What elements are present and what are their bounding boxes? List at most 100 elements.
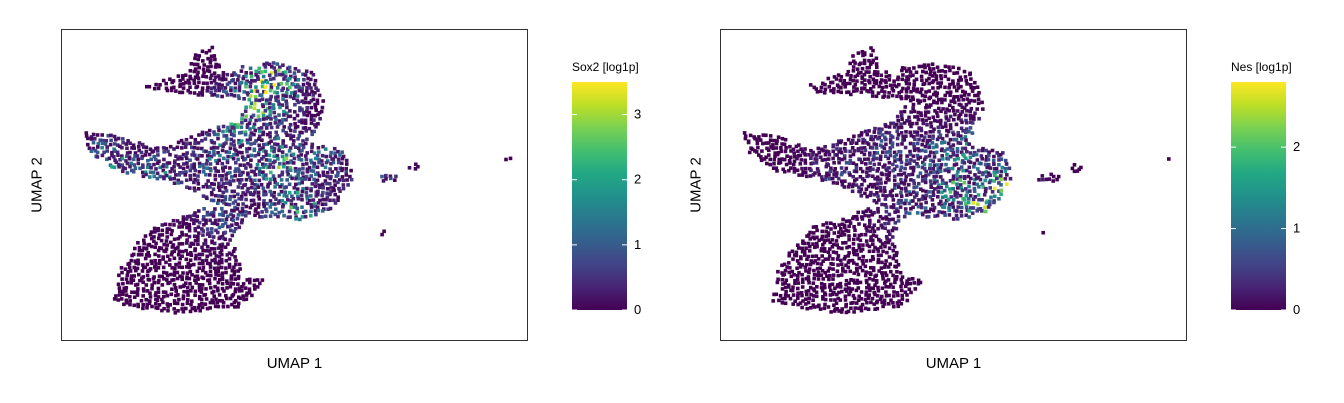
cell-point <box>792 155 797 159</box>
cell-point <box>858 265 863 270</box>
cell-point <box>870 94 875 98</box>
cell-point <box>205 245 210 249</box>
cell-point <box>864 293 868 297</box>
cell-point <box>164 247 169 251</box>
cell-point <box>833 298 837 302</box>
cell-point <box>764 133 768 138</box>
cell-point <box>190 166 194 170</box>
cell-point <box>924 193 929 198</box>
cell-point <box>320 159 324 163</box>
cell-point <box>796 286 800 291</box>
cell-point <box>877 198 881 202</box>
cell-point <box>288 114 293 119</box>
cell-point <box>185 161 189 165</box>
cell-point <box>964 156 968 161</box>
cell-point <box>213 177 218 182</box>
cell-point <box>827 85 832 89</box>
cell-point <box>892 294 896 298</box>
cell-point <box>196 76 201 81</box>
cell-point <box>900 281 904 286</box>
cell-point <box>808 230 812 235</box>
cell-point <box>200 252 205 257</box>
cell-point <box>241 294 245 298</box>
cell-point <box>184 257 189 262</box>
cell-point <box>294 182 298 187</box>
cell-point <box>257 66 261 71</box>
cell-point <box>212 78 217 83</box>
cell-point <box>229 274 234 278</box>
cell-point <box>128 269 133 273</box>
cell-point <box>776 135 781 139</box>
cell-point <box>924 169 928 174</box>
cell-point <box>930 141 935 145</box>
cell-point <box>286 78 290 82</box>
cell-point <box>289 205 293 210</box>
cell-point <box>924 90 928 94</box>
cell-point <box>793 299 797 303</box>
cell-point <box>927 96 931 101</box>
cell-point <box>186 261 191 266</box>
cell-point <box>304 129 308 133</box>
cell-point <box>850 287 855 291</box>
cell-point <box>757 153 761 157</box>
cell-point <box>947 206 951 210</box>
cell-point <box>893 210 897 214</box>
cell-point <box>875 169 879 173</box>
cell-point <box>1037 178 1041 182</box>
cell-point <box>245 123 250 127</box>
cell-point <box>962 69 967 74</box>
cell-point <box>134 261 138 265</box>
cell-point <box>161 78 166 83</box>
cell-point <box>1075 169 1080 173</box>
cell-point <box>293 129 297 133</box>
cell-point <box>888 217 892 222</box>
cell-point <box>284 185 288 189</box>
cell-point <box>822 283 827 287</box>
cell-point <box>154 262 158 266</box>
cell-point <box>208 265 213 269</box>
cell-point <box>862 58 867 63</box>
cell-point <box>305 162 309 166</box>
cell-point <box>172 237 177 242</box>
cell-point <box>240 218 244 222</box>
cell-point <box>278 65 282 70</box>
cell-point <box>298 143 302 147</box>
cell-point <box>857 233 862 238</box>
cell-point <box>169 252 174 257</box>
cell-point <box>827 152 832 157</box>
cell-point <box>837 309 841 313</box>
cell-point <box>261 130 266 135</box>
cell-point <box>228 285 233 289</box>
cell-point <box>172 147 176 151</box>
cell-point <box>947 208 951 213</box>
cell-point <box>200 146 204 151</box>
cell-point <box>205 89 210 93</box>
cell-point <box>215 146 220 150</box>
cell-point <box>100 153 105 158</box>
cell-point <box>868 221 872 225</box>
cell-point <box>329 161 333 166</box>
cell-point <box>892 79 896 83</box>
cell-point <box>810 254 815 259</box>
cell-point <box>956 131 960 135</box>
cell-point <box>927 209 931 214</box>
cell-point <box>833 225 837 230</box>
cell-point <box>803 161 808 165</box>
cell-point <box>912 159 917 163</box>
cell-point <box>282 158 286 162</box>
cell-point <box>867 244 872 249</box>
cell-point <box>860 66 865 71</box>
cell-point <box>241 282 246 286</box>
cell-point <box>135 290 140 294</box>
cell-point <box>855 301 859 305</box>
cell-point <box>168 169 173 174</box>
cell-point <box>243 132 248 137</box>
cell-point <box>975 107 979 111</box>
cell-point <box>272 190 276 195</box>
cell-point <box>212 92 217 97</box>
cell-point <box>836 176 841 181</box>
cell-point <box>127 261 132 266</box>
cell-point <box>838 78 843 83</box>
cell-point <box>209 64 213 69</box>
cell-point <box>257 126 261 131</box>
